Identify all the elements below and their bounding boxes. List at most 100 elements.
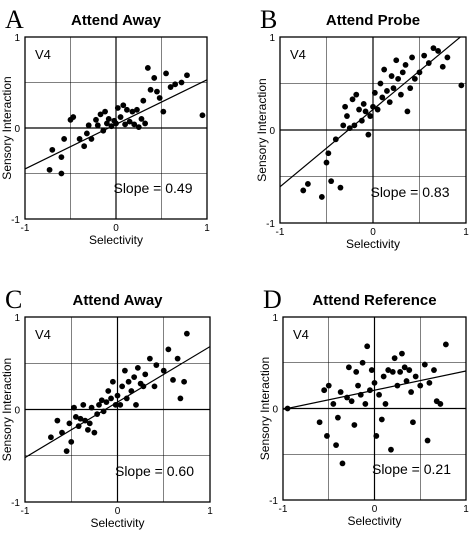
data-point: [386, 99, 393, 105]
data-point: [124, 106, 130, 113]
data-point: [199, 112, 206, 119]
data-point: [88, 404, 95, 411]
y-tick-label: 0: [14, 124, 20, 135]
regression-line: [283, 370, 466, 411]
data-point: [104, 120, 110, 127]
x-tick-label: 1: [463, 227, 469, 238]
data-point: [85, 426, 91, 433]
data-point: [399, 69, 406, 76]
data-point: [81, 143, 88, 150]
x-axis-label: Selectivity: [89, 233, 143, 247]
data-point: [364, 343, 371, 350]
data-point: [61, 136, 68, 142]
data-point: [406, 367, 413, 373]
data-point: [119, 383, 126, 390]
data-point: [109, 378, 116, 385]
data-point: [284, 405, 291, 412]
data-point: [46, 166, 53, 173]
data-point: [362, 108, 369, 115]
data-point: [333, 442, 339, 448]
data-point: [389, 369, 396, 375]
data-point: [377, 80, 384, 87]
slope-annotation: Slope = 0.21: [372, 461, 451, 477]
data-point: [380, 373, 387, 380]
data-point: [167, 84, 174, 90]
data-point: [125, 378, 132, 385]
data-point: [153, 362, 160, 368]
data-point: [113, 120, 119, 127]
data-point: [348, 398, 355, 405]
data-point: [131, 121, 138, 128]
data-point: [97, 111, 104, 118]
data-point: [388, 446, 394, 453]
data-point: [435, 48, 441, 54]
data-point: [393, 57, 400, 64]
panel-letter: A: [5, 5, 24, 34]
data-point: [425, 60, 432, 66]
data-point: [356, 106, 362, 113]
data-point: [126, 118, 133, 125]
data-point: [163, 70, 169, 77]
data-point: [342, 103, 348, 110]
data-point: [328, 178, 335, 185]
x-tick-label: 0: [372, 504, 378, 515]
data-point: [332, 136, 339, 143]
data-point: [430, 45, 437, 52]
data-point: [114, 392, 121, 399]
y-tick-label: 1: [272, 313, 278, 324]
data-point: [376, 391, 382, 398]
data-point: [108, 395, 114, 402]
data-point: [80, 401, 87, 408]
data-point: [77, 415, 84, 422]
x-tick-label: 0: [113, 223, 119, 234]
data-point: [122, 121, 128, 128]
data-point: [117, 114, 124, 120]
data-point: [370, 103, 376, 110]
data-point: [412, 373, 419, 380]
data-point: [353, 91, 360, 98]
data-point: [404, 108, 411, 115]
data-point: [102, 108, 108, 115]
data-point: [395, 75, 402, 82]
data-point: [49, 146, 56, 153]
y-tick-label: 0: [14, 406, 20, 417]
data-point: [83, 130, 90, 137]
data-point: [325, 150, 332, 157]
data-point: [325, 382, 332, 389]
data-point: [359, 359, 366, 366]
data-point: [134, 106, 140, 113]
data-point: [86, 420, 93, 427]
data-point: [323, 159, 330, 166]
y-tick-label: 1: [269, 33, 275, 44]
y-axis-label: Sensory Interaction: [258, 357, 272, 460]
data-point: [183, 330, 190, 337]
regression-line: [25, 346, 210, 459]
data-point: [324, 433, 330, 439]
data-point: [335, 414, 341, 421]
x-axis-label: Selectivity: [90, 516, 144, 530]
y-tick-label: -1: [11, 498, 20, 509]
data-point: [421, 361, 428, 368]
y-axis-label: Sensory Interaction: [0, 358, 14, 461]
data-point: [442, 341, 449, 348]
data-point: [58, 170, 65, 177]
x-tick-label: -1: [279, 504, 288, 515]
data-point: [344, 113, 350, 119]
data-point: [146, 355, 153, 362]
data-point: [362, 401, 369, 407]
data-point: [58, 154, 65, 161]
data-point: [437, 401, 444, 407]
data-point: [391, 355, 398, 362]
data-point: [142, 371, 149, 378]
data-point: [337, 184, 344, 191]
data-point: [300, 187, 307, 194]
data-point: [416, 69, 423, 76]
data-point: [96, 401, 102, 408]
data-point: [72, 414, 79, 420]
data-point: [88, 136, 95, 142]
data-point: [439, 63, 446, 70]
data-point: [410, 419, 416, 426]
data-point: [120, 102, 127, 109]
data-point: [345, 364, 352, 371]
